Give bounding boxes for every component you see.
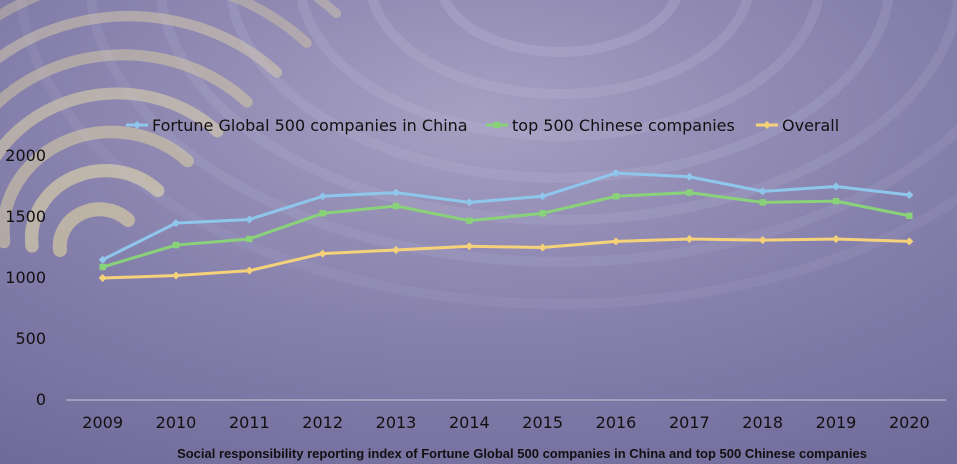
plot-area: 0 500 1000 1500 2000 2009 2010 2011 2012 2013 201… bbox=[5, 146, 946, 432]
series-line bbox=[101, 171, 910, 262]
legend-item: Overall bbox=[756, 116, 839, 135]
swirl-decoration bbox=[0, 0, 957, 309]
data-point bbox=[685, 234, 694, 243]
x-tick-label: 2013 bbox=[376, 413, 417, 432]
x-tick-label: 2020 bbox=[889, 413, 930, 432]
data-point bbox=[99, 263, 106, 271]
legend: Fortune Global 500 companies in China top… bbox=[126, 116, 839, 135]
data-point bbox=[319, 210, 326, 217]
legend-label: Fortune Global 500 companies in China bbox=[152, 116, 468, 135]
data-point bbox=[759, 199, 766, 206]
data-point bbox=[686, 189, 693, 196]
x-tick-label: 2011 bbox=[229, 413, 270, 432]
data-point bbox=[245, 266, 254, 275]
data-point bbox=[538, 243, 547, 252]
data-point bbox=[905, 237, 914, 246]
series-1 bbox=[98, 169, 914, 264]
swirl-arc bbox=[226, 0, 894, 183]
data-point bbox=[539, 210, 546, 217]
data-point bbox=[832, 182, 840, 191]
legend-marker bbox=[763, 121, 771, 129]
swirl-arc bbox=[16, 0, 957, 309]
data-point bbox=[318, 192, 327, 201]
swirl-arc bbox=[0, 125, 194, 249]
swirl-arc bbox=[24, 164, 165, 253]
data-point bbox=[245, 215, 254, 224]
legend-marker bbox=[493, 121, 501, 129]
data-point bbox=[172, 241, 180, 249]
x-tick-label: 2012 bbox=[302, 413, 343, 432]
legend-label: top 500 Chinese companies bbox=[512, 116, 735, 135]
swirl-arc bbox=[0, 49, 253, 109]
data-point bbox=[246, 235, 253, 243]
series-lines bbox=[98, 169, 914, 282]
series-line bbox=[102, 237, 910, 280]
legend-marker bbox=[133, 121, 141, 129]
swirl-arc bbox=[439, 0, 681, 57]
data-point bbox=[758, 187, 767, 196]
y-tick-label: 0 bbox=[36, 390, 46, 409]
chart-caption: Social responsibility reporting index of… bbox=[177, 446, 867, 461]
data-point bbox=[466, 217, 473, 224]
legend-item: top 500 Chinese companies bbox=[486, 116, 735, 135]
data-point bbox=[832, 234, 840, 243]
data-point bbox=[318, 249, 327, 258]
data-point bbox=[172, 219, 180, 228]
data-point bbox=[98, 274, 107, 282]
y-axis: 0 500 1000 1500 2000 bbox=[5, 146, 46, 409]
data-point bbox=[538, 192, 547, 201]
y-tick-label: 1500 bbox=[5, 207, 46, 226]
x-tick-label: 2010 bbox=[156, 413, 197, 432]
series-3 bbox=[98, 234, 914, 282]
legend-item: Fortune Global 500 companies in China bbox=[126, 116, 468, 135]
data-point bbox=[612, 237, 620, 246]
x-axis: 2009 2010 2011 2012 2013 2014 2015 2016 2017 2018… bbox=[82, 413, 929, 432]
x-tick-label: 2019 bbox=[816, 413, 857, 432]
data-point bbox=[465, 198, 474, 207]
legend-label: Overall bbox=[782, 116, 839, 135]
y-tick-label: 500 bbox=[15, 329, 46, 348]
x-tick-label: 2017 bbox=[669, 413, 710, 432]
x-tick-label: 2016 bbox=[596, 413, 637, 432]
data-point bbox=[612, 169, 620, 178]
series-2 bbox=[99, 189, 913, 271]
x-tick-label: 2009 bbox=[82, 413, 123, 432]
data-point bbox=[685, 172, 694, 181]
swirl-arc bbox=[367, 0, 753, 99]
data-point bbox=[906, 212, 913, 219]
x-tick-label: 2015 bbox=[522, 413, 563, 432]
data-point bbox=[392, 245, 400, 254]
data-point bbox=[465, 242, 474, 251]
swirl-arc bbox=[297, 0, 823, 141]
data-point bbox=[392, 202, 400, 210]
data-point bbox=[172, 271, 180, 280]
x-tick-label: 2014 bbox=[449, 413, 490, 432]
swirl-arc bbox=[156, 0, 957, 225]
data-point bbox=[832, 197, 840, 205]
series-line bbox=[102, 191, 910, 269]
swirl-arc bbox=[0, 10, 283, 78]
swirl-arc bbox=[86, 0, 957, 267]
swirl-arc bbox=[0, 87, 224, 161]
y-tick-label: 2000 bbox=[5, 146, 46, 165]
swirl-arc bbox=[52, 202, 135, 257]
data-point bbox=[392, 188, 400, 197]
data-point bbox=[612, 193, 620, 200]
data-point bbox=[98, 255, 107, 264]
y-tick-label: 1000 bbox=[5, 268, 46, 287]
x-tick-label: 2018 bbox=[742, 413, 783, 432]
data-point bbox=[905, 191, 914, 200]
data-point bbox=[758, 236, 767, 245]
